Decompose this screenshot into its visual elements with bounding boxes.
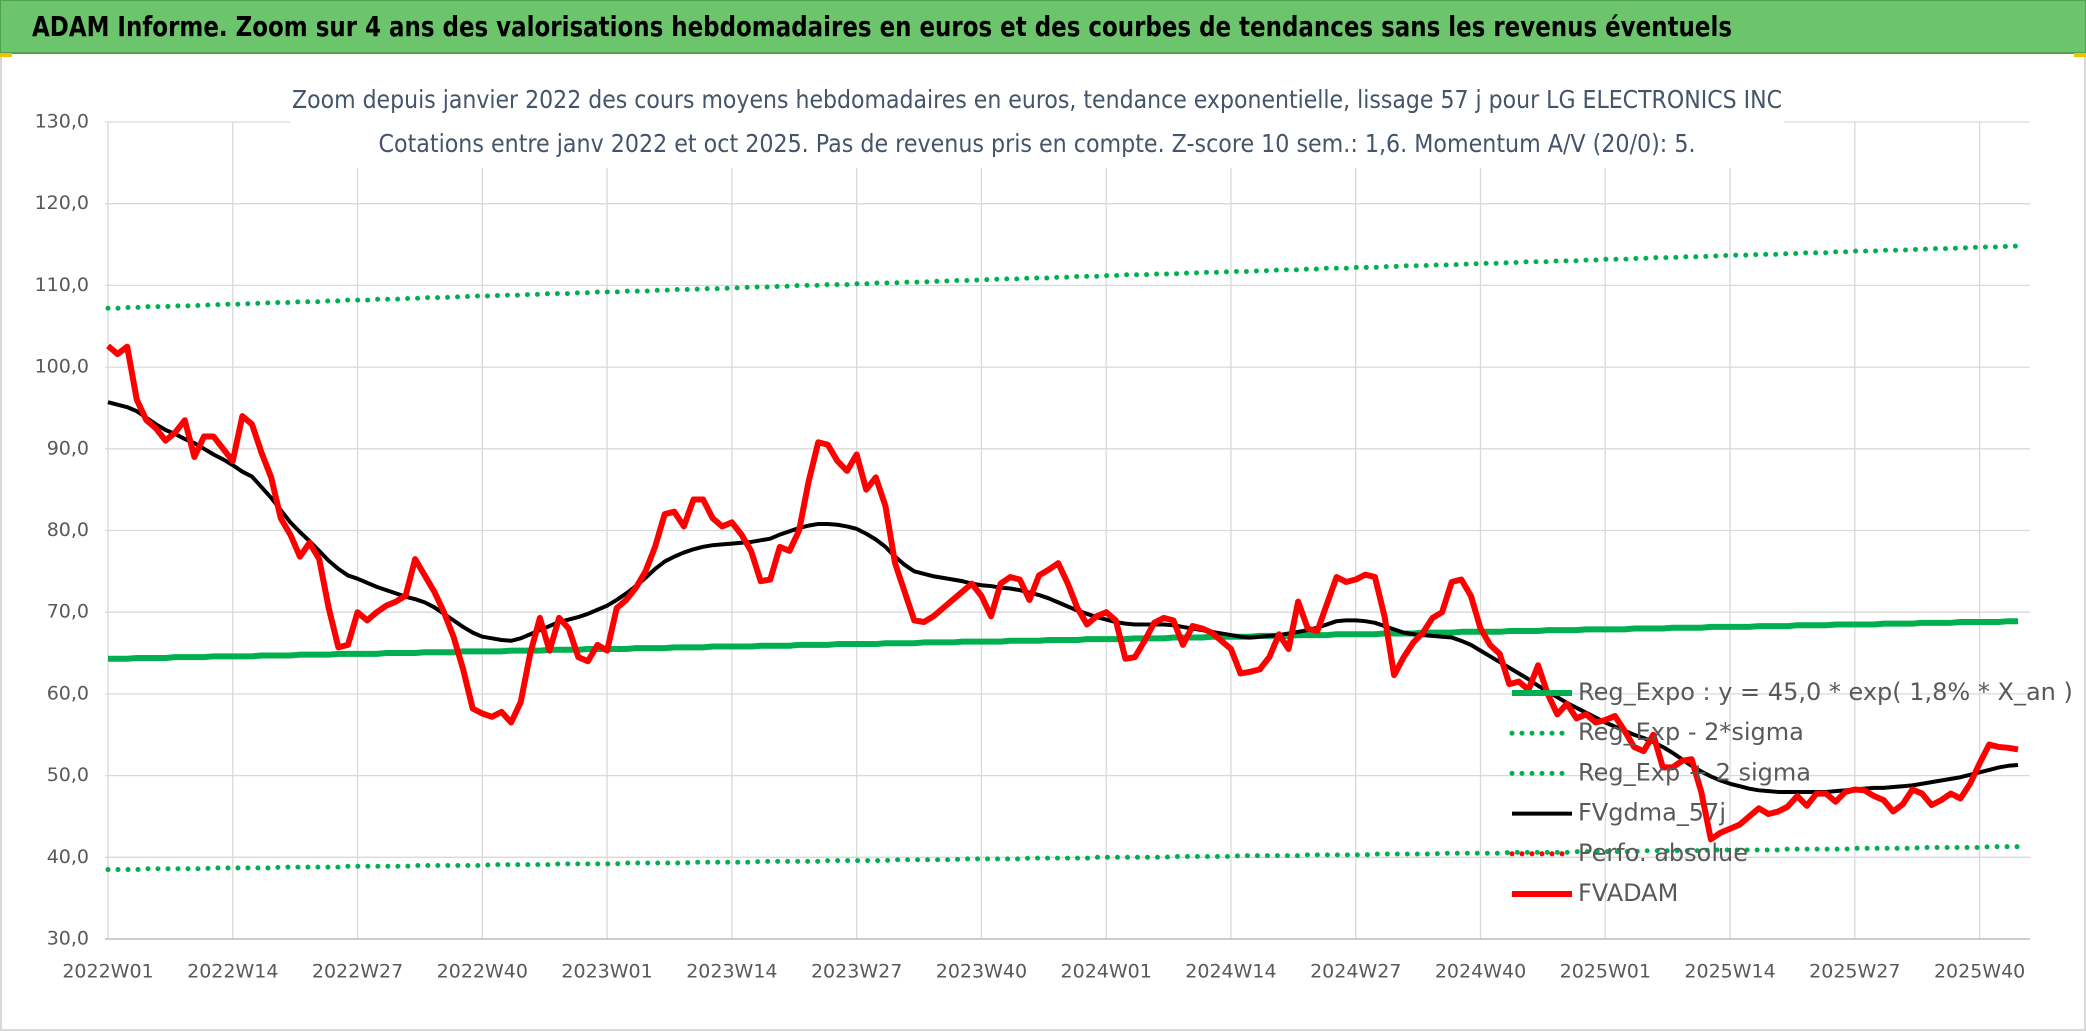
plot <box>105 243 2021 873</box>
legend-label: FVgdma_57j <box>1578 799 1726 827</box>
legend-label: Perfo. absolue <box>1578 839 1748 867</box>
x-tick-label: 2023W14 <box>686 961 777 983</box>
x-tick-label: 2023W27 <box>811 961 902 983</box>
x-tick-label: 2024W27 <box>1310 961 1401 983</box>
series-line <box>106 343 2019 843</box>
y-tick-label: 100,0 <box>35 356 89 378</box>
legend-label: Reg_Exp + 2 sigma <box>1578 758 1811 786</box>
x-tick-label: 2022W27 <box>312 961 403 983</box>
y-tick-label: 70,0 <box>47 601 89 623</box>
y-tick-label: 130,0 <box>35 111 89 133</box>
legend-label: Reg_Exp - 2*sigma <box>1578 718 1804 746</box>
x-tick-label: 2024W01 <box>1061 961 1152 983</box>
x-tick-label: 2024W40 <box>1435 961 1526 983</box>
y-tick-label: 40,0 <box>47 846 89 868</box>
legend: Reg_Expo : y = 45,0 * exp( 1,8% * X_an )… <box>1509 678 2073 907</box>
x-tick-label: 2025W27 <box>1809 961 1900 983</box>
subtitle-line: Cotations entre janv 2022 et oct 2025. P… <box>379 129 1696 158</box>
x-tick-label: 2025W40 <box>1934 961 2025 983</box>
y-tick-label: 90,0 <box>47 437 89 459</box>
header-title: ADAM Informe. Zoom sur 4 ans des valoris… <box>32 10 1732 43</box>
subtitle-bg <box>290 80 1784 168</box>
x-tick-label: 2022W40 <box>437 961 528 983</box>
x-tick-label: 2023W01 <box>561 961 652 983</box>
subtitle-line: Zoom depuis janvier 2022 des cours moyen… <box>292 85 1782 114</box>
y-tick-label: 50,0 <box>47 764 89 786</box>
legend-label: FVADAM <box>1578 879 1678 907</box>
x-tick-label: 2022W01 <box>62 961 153 983</box>
x-tick-label: 2024W14 <box>1185 961 1276 983</box>
y-tick-label: 60,0 <box>47 682 89 704</box>
series-line <box>105 844 2021 873</box>
series-line <box>108 618 2018 662</box>
legend-label: Reg_Expo : y = 45,0 * exp( 1,8% * X_an ) <box>1578 678 2073 706</box>
x-tick-label: 2025W14 <box>1684 961 1775 983</box>
corner-accent <box>2074 53 2086 57</box>
corner-accent <box>0 53 12 57</box>
header-bar <box>0 0 2086 54</box>
y-tick-label: 30,0 <box>47 928 89 950</box>
x-tick-label: 2022W14 <box>187 961 278 983</box>
x-tick-label: 2025W01 <box>1560 961 1651 983</box>
y-tick-label: 120,0 <box>35 192 89 214</box>
series-line <box>105 243 2021 311</box>
y-tick-label: 110,0 <box>35 274 89 296</box>
y-tick-label: 80,0 <box>47 519 89 541</box>
x-tick-label: 2023W40 <box>936 961 1027 983</box>
series-line <box>107 400 2019 794</box>
